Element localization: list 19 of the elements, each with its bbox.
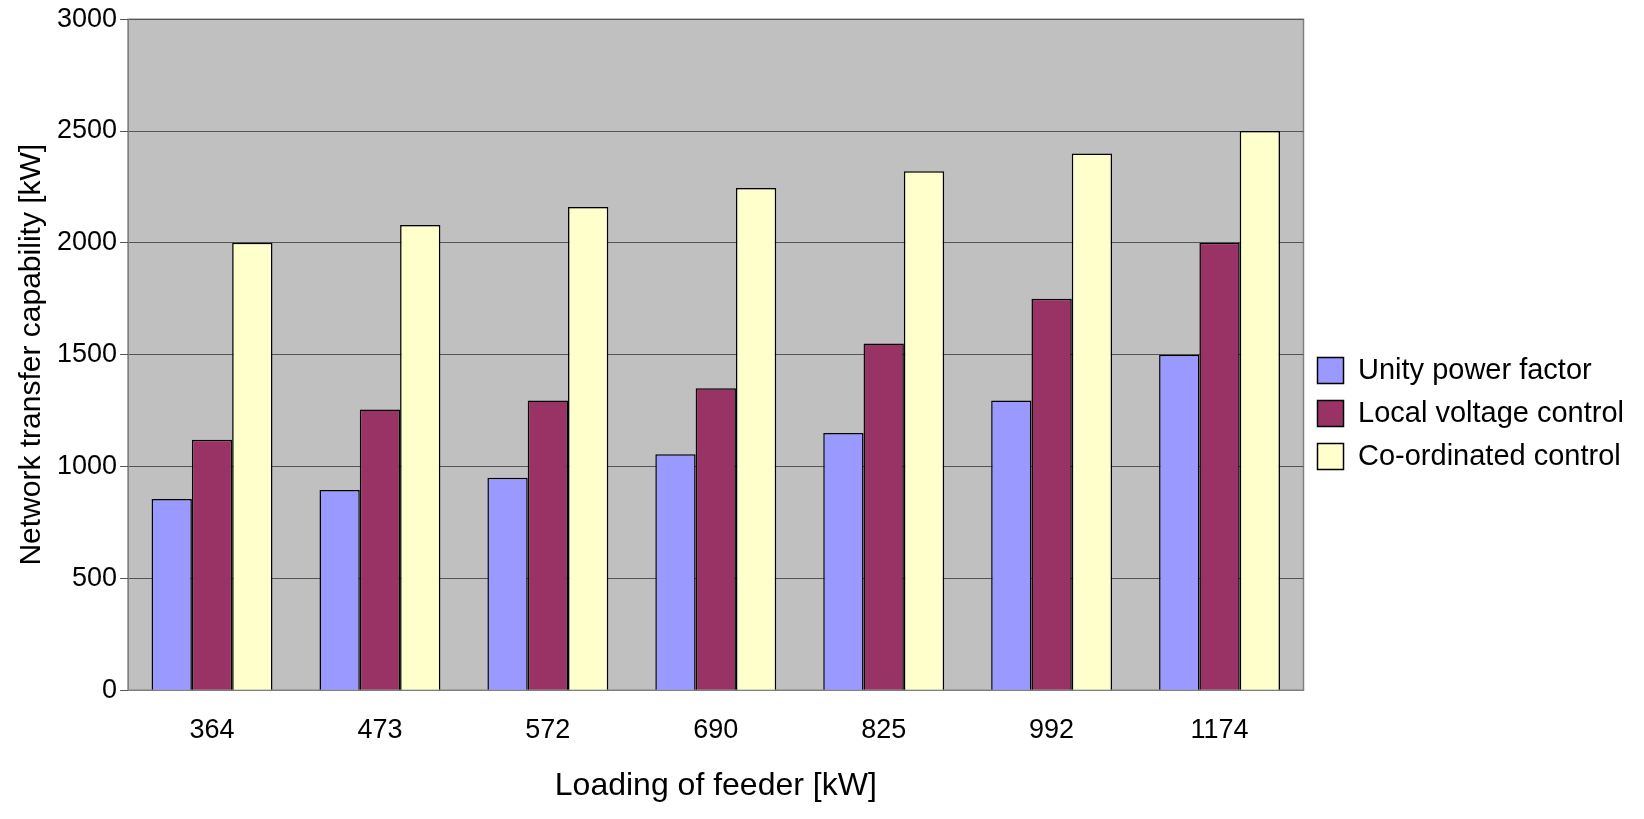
y-tick-label: 2500 <box>56 114 118 145</box>
x-tick-label: 572 <box>525 713 571 744</box>
legend-label: Local voltage control <box>1358 395 1624 428</box>
y-tick-label: 1000 <box>56 449 118 480</box>
x-tick-label: 364 <box>189 713 235 744</box>
x-axis-title: Loading of feeder [kW] <box>554 765 877 802</box>
y-axis-title: Network transfer capability [kW] <box>13 143 47 566</box>
legend-label: Unity power factor <box>1358 352 1593 385</box>
x-tick-label: 1174 <box>1190 713 1249 744</box>
y-tick-label: 2000 <box>56 226 118 257</box>
x-tick-label: 473 <box>357 713 403 744</box>
y-tick-label: 500 <box>72 561 118 592</box>
legend-label: Co-ordinated control <box>1358 438 1621 471</box>
x-tick-label: 825 <box>861 713 907 744</box>
y-tick-label: 0 <box>102 673 118 704</box>
x-tick-label: 690 <box>693 713 739 744</box>
y-tick-label: 1500 <box>56 338 118 369</box>
x-tick-label: 992 <box>1029 713 1075 744</box>
y-tick-label: 3000 <box>56 2 118 33</box>
